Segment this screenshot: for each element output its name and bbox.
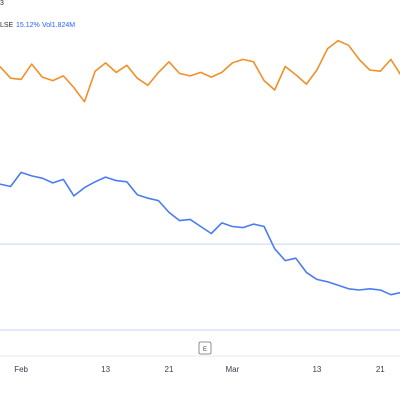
x-tick-label: 13 xyxy=(101,365,110,374)
x-tick-label: 13 xyxy=(312,365,321,374)
x-tick-label: Mar xyxy=(226,365,240,374)
symbol-fragment: 3 xyxy=(0,0,4,7)
volume-label: Vol xyxy=(42,22,52,29)
timeframe-button-frame xyxy=(198,341,212,355)
timeframe-button[interactable]: E xyxy=(198,341,212,355)
change-percent: 15.12% xyxy=(16,22,40,29)
volume-readout: Vol1.824M xyxy=(42,22,75,29)
exchange-label: LSE xyxy=(0,22,14,29)
series-layer xyxy=(0,39,400,296)
volume-value: 1.824M xyxy=(51,22,76,29)
timeframe-button-label: E xyxy=(203,347,207,353)
series-line-blue xyxy=(0,171,400,296)
x-tick-label: 21 xyxy=(376,365,385,374)
x-tick-label: 21 xyxy=(165,365,174,374)
x-tick-label: Feb xyxy=(14,365,28,374)
x-axis: Feb 13 21 Mar 13 21 xyxy=(14,365,385,374)
grid-lines xyxy=(0,243,400,357)
series-line-orange xyxy=(0,39,400,103)
